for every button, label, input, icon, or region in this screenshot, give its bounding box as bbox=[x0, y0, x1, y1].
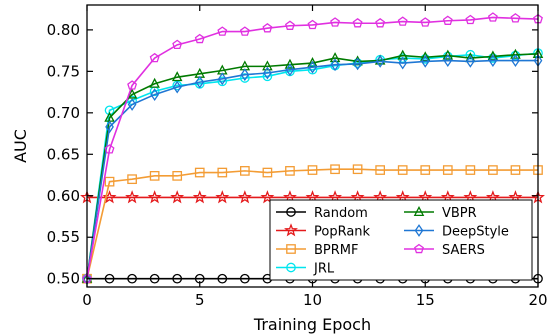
x-axis-title: Training Epoch bbox=[253, 315, 371, 334]
y-axis-title: AUC bbox=[11, 129, 30, 163]
y-tick-label: 0.55 bbox=[47, 228, 80, 246]
y-tick-label: 0.50 bbox=[47, 270, 80, 288]
y-tick-label: 0.75 bbox=[47, 62, 80, 80]
legend-label-saers: SAERS bbox=[442, 243, 485, 258]
legend-label-jrl: JRL bbox=[313, 262, 335, 277]
x-tick-label: 10 bbox=[303, 291, 322, 309]
x-tick-label: 0 bbox=[82, 291, 92, 309]
y-tick-label: 0.70 bbox=[47, 104, 80, 122]
legend-label-bprmf: BPRMF bbox=[314, 243, 358, 258]
legend: Random PopRank BPRMF JRL VBPR DeepStyle SAERS bbox=[270, 200, 532, 280]
legend-box bbox=[270, 200, 532, 280]
y-tick-label: 0.60 bbox=[47, 187, 80, 205]
y-tick-label: 0.80 bbox=[47, 21, 80, 39]
legend-label-vbpr: VBPR bbox=[442, 206, 477, 221]
legend-label-poprank: PopRank bbox=[314, 225, 371, 240]
legend-label-random: Random bbox=[314, 206, 368, 221]
x-tick-label: 5 bbox=[195, 291, 205, 309]
y-tick-label: 0.65 bbox=[47, 145, 80, 163]
x-tick-label: 15 bbox=[416, 291, 435, 309]
legend-label-deepstyle: DeepStyle bbox=[442, 225, 509, 240]
x-tick-label: 20 bbox=[528, 291, 547, 309]
